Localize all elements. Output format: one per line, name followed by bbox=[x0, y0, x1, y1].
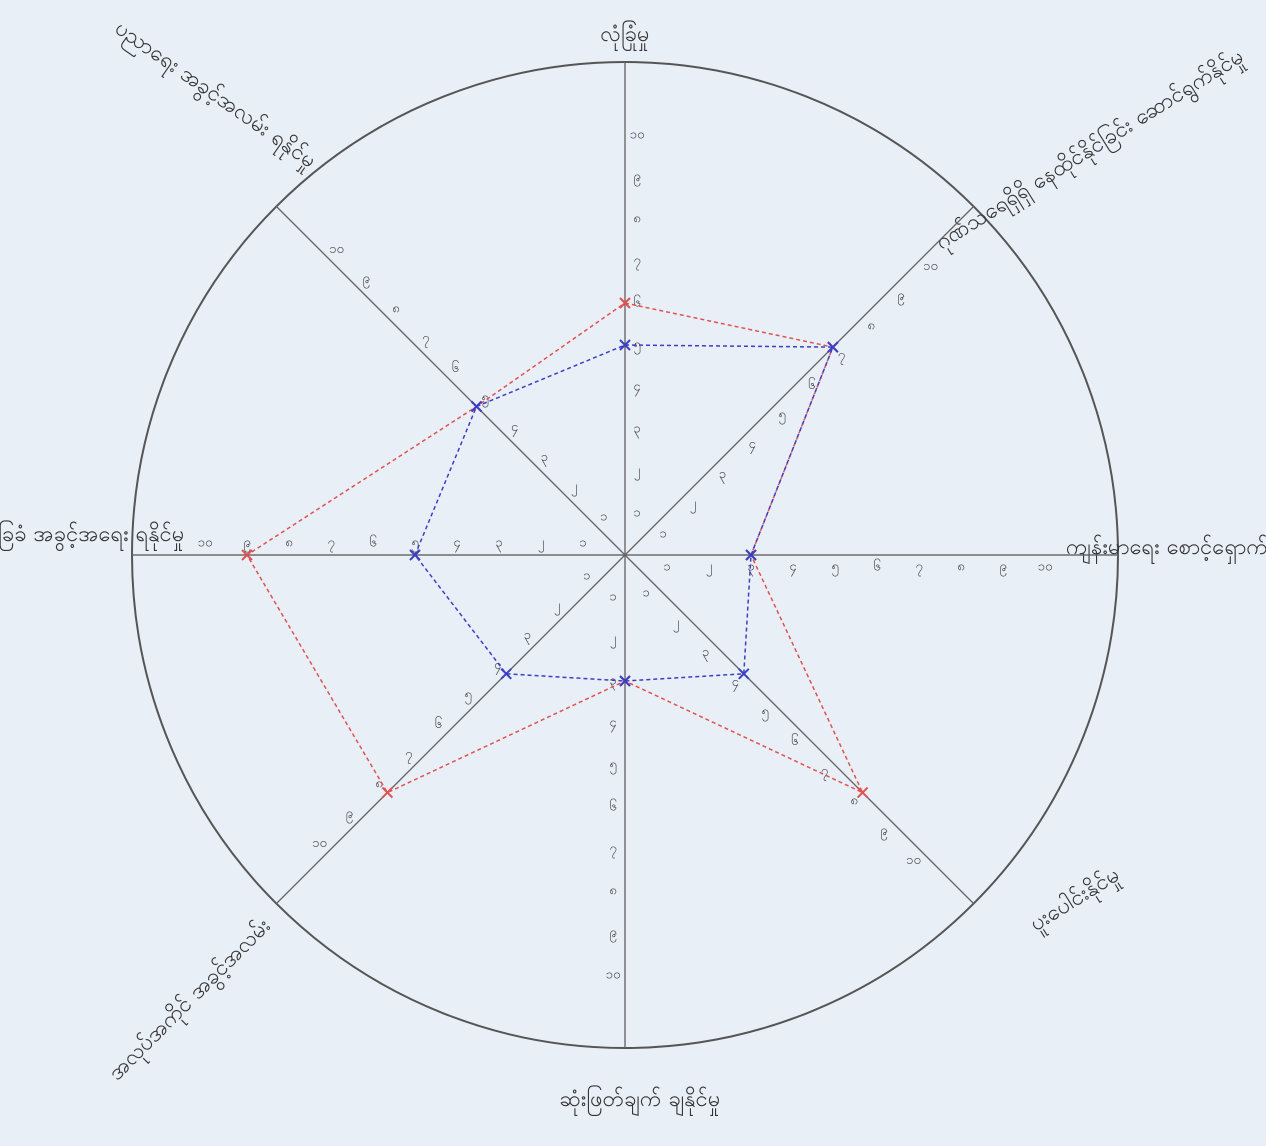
r-tick-label: ၄ bbox=[633, 380, 641, 397]
r-tick-label: ၉ bbox=[880, 823, 887, 840]
r-tick-label: ၆ bbox=[791, 733, 798, 749]
r-tick-label: ၁ bbox=[643, 586, 650, 601]
r-tick-label: ၈ bbox=[392, 301, 399, 316]
r-tick-label: ၁၀ bbox=[906, 853, 921, 868]
r-tick-label: ၁ bbox=[609, 590, 616, 605]
r-tick-label: ၉ bbox=[609, 926, 616, 943]
r-tick-label: ၁၀ bbox=[1038, 560, 1053, 575]
r-tick-label: ၆ bbox=[633, 295, 640, 311]
r-tick-label: ၇ bbox=[821, 764, 828, 781]
r-tick-label: ၁၀ bbox=[312, 836, 327, 851]
r-tick-label: ၁၀ bbox=[923, 259, 938, 274]
r-tick-label: ၄ bbox=[749, 437, 757, 454]
r-tick-label: ၆ bbox=[808, 377, 815, 393]
r-tick-label: ၅ bbox=[609, 758, 616, 775]
axis-label: လုံခြုံမှု bbox=[600, 20, 649, 51]
r-tick-label: ၆ bbox=[452, 360, 459, 376]
r-tick-label: ၃ bbox=[541, 450, 548, 467]
r-tick-label: ၆ bbox=[369, 535, 376, 551]
r-tick-label: ၁ bbox=[583, 569, 590, 584]
r-tick-label: ၅ bbox=[778, 407, 785, 424]
r-tick-label: ၃ bbox=[719, 467, 726, 484]
r-tick-label: ၂ bbox=[538, 536, 544, 553]
r-tick-label: ၅ bbox=[831, 560, 838, 577]
r-tick-label: ၈ bbox=[957, 560, 964, 575]
r-tick-label: ၉ bbox=[346, 806, 353, 823]
r-tick-label: ၆ bbox=[873, 559, 880, 575]
r-tick-label: ၃ bbox=[495, 536, 502, 553]
r-tick-label: ၉ bbox=[363, 272, 370, 289]
r-tick-label: ၉ bbox=[897, 289, 904, 306]
r-tick-label: ၃ bbox=[702, 645, 709, 662]
r-tick-label: ၂ bbox=[634, 464, 640, 481]
r-tick-label: ၂ bbox=[706, 560, 712, 577]
r-tick-label: ၁၀ bbox=[606, 968, 621, 983]
r-tick-label: ၄ bbox=[789, 560, 797, 577]
r-tick-label: ၈ bbox=[285, 536, 292, 551]
r-tick-label: ၇ bbox=[327, 536, 334, 553]
r-tick-label: ၄ bbox=[511, 420, 519, 437]
r-tick-label: ၁ bbox=[633, 506, 640, 521]
r-tick-label: ၄ bbox=[732, 675, 740, 692]
r-tick-label: ၈ bbox=[609, 884, 616, 899]
r-tick-label: ၉ bbox=[633, 170, 640, 187]
r-tick-label: ၄ bbox=[609, 716, 617, 733]
r-tick-label: ၅ bbox=[464, 688, 471, 705]
r-tick-label: ၈ bbox=[633, 212, 640, 227]
r-tick-label: ၂ bbox=[673, 615, 679, 632]
r-tick-label: ၂ bbox=[610, 632, 616, 649]
r-tick-label: ၂ bbox=[554, 598, 560, 615]
r-tick-label: ၄ bbox=[453, 536, 461, 553]
r-tick-label: ၁၀ bbox=[630, 128, 645, 143]
r-tick-label: ၈ bbox=[867, 318, 874, 333]
axis-label: ဆုံးဖြတ်ချက် ချနိုင်မှု bbox=[560, 1085, 721, 1116]
r-tick-label: ၇ bbox=[422, 331, 429, 348]
r-tick-label: ၅ bbox=[411, 536, 418, 553]
r-tick-label: ၅ bbox=[761, 704, 768, 721]
r-tick-label: ၃ bbox=[609, 674, 616, 691]
r-tick-label: ၈ bbox=[850, 794, 857, 809]
r-tick-label: ၇ bbox=[915, 560, 922, 577]
r-tick-label: ၂ bbox=[571, 480, 577, 497]
r-tick-label: ၉ bbox=[999, 560, 1006, 577]
r-tick-label: ၁ bbox=[600, 509, 607, 524]
r-tick-label: ၆ bbox=[609, 799, 616, 815]
r-tick-label: ၁ bbox=[579, 536, 586, 551]
r-tick-label: ၁၀ bbox=[198, 536, 213, 551]
r-tick-label: ၇ bbox=[838, 348, 845, 365]
r-tick-label: ၇ bbox=[609, 842, 616, 859]
r-tick-label: ၇ bbox=[405, 747, 412, 764]
r-tick-label: ၁ bbox=[663, 560, 670, 575]
r-tick-label: ၁ bbox=[660, 526, 667, 541]
r-tick-label: ၅ bbox=[633, 338, 640, 355]
r-tick-label: ၃ bbox=[524, 628, 531, 645]
r-tick-label: ၂ bbox=[690, 497, 696, 514]
r-tick-label: ၉ bbox=[243, 536, 250, 553]
r-tick-label: ၃ bbox=[633, 422, 640, 439]
r-tick-label: ၇ bbox=[633, 254, 640, 271]
r-tick-label: ၆ bbox=[435, 716, 442, 732]
chart: ၁၂၃၄၅၆၇၈၉၁၀လုံခြုံမှု၁၂၃၄၅၆၇၈၉၁၀ဂုဏ်သရေရ… bbox=[0, 0, 1266, 1146]
r-tick-label: ၁၀ bbox=[329, 242, 344, 257]
